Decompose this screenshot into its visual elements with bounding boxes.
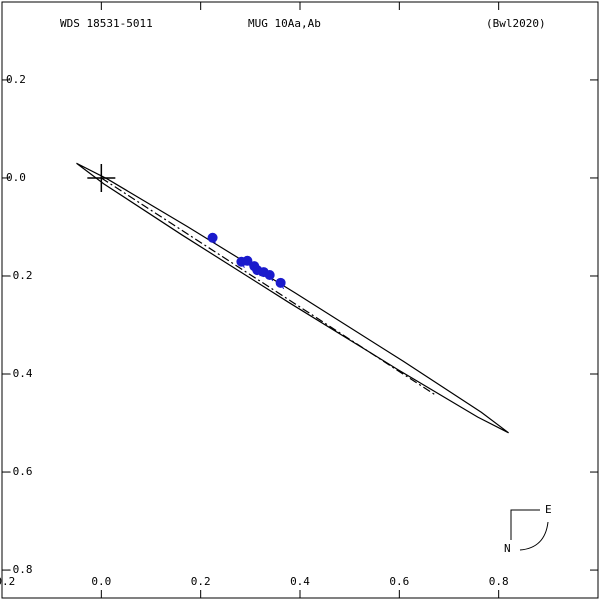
header-right: (Bwl2020) [486, 17, 546, 30]
line-of-nodes [101, 177, 436, 396]
x-tick-label: 0.8 [489, 575, 509, 588]
observation [264, 270, 275, 281]
observation [207, 232, 218, 243]
observation [242, 255, 253, 266]
primary-star [87, 163, 116, 192]
x-tick-label: 0.4 [290, 575, 310, 588]
x-tick-label: -0.2 [0, 575, 15, 588]
x-tick-label: 0.0 [91, 575, 111, 588]
observation [275, 277, 286, 288]
orbit [76, 162, 509, 434]
y-tick-label: 0.2 [6, 73, 26, 86]
y-tick-label: -0.6 [6, 465, 33, 478]
compass [510, 509, 540, 540]
header-left: WDS 18531-5011 [60, 17, 153, 30]
compass-east: E [545, 503, 552, 516]
compass-north: N [504, 542, 511, 555]
y-tick-label: -0.2 [6, 269, 33, 282]
x-tick-label: 0.2 [191, 575, 211, 588]
y-tick-label: -0.4 [6, 367, 33, 380]
header-center: MUG 10Aa,Ab [248, 17, 321, 30]
y-tick-label: 0.0 [6, 171, 26, 184]
x-tick-label: 0.6 [389, 575, 409, 588]
compass-arrow [519, 521, 549, 551]
y-tick-label: -0.8 [6, 563, 33, 576]
